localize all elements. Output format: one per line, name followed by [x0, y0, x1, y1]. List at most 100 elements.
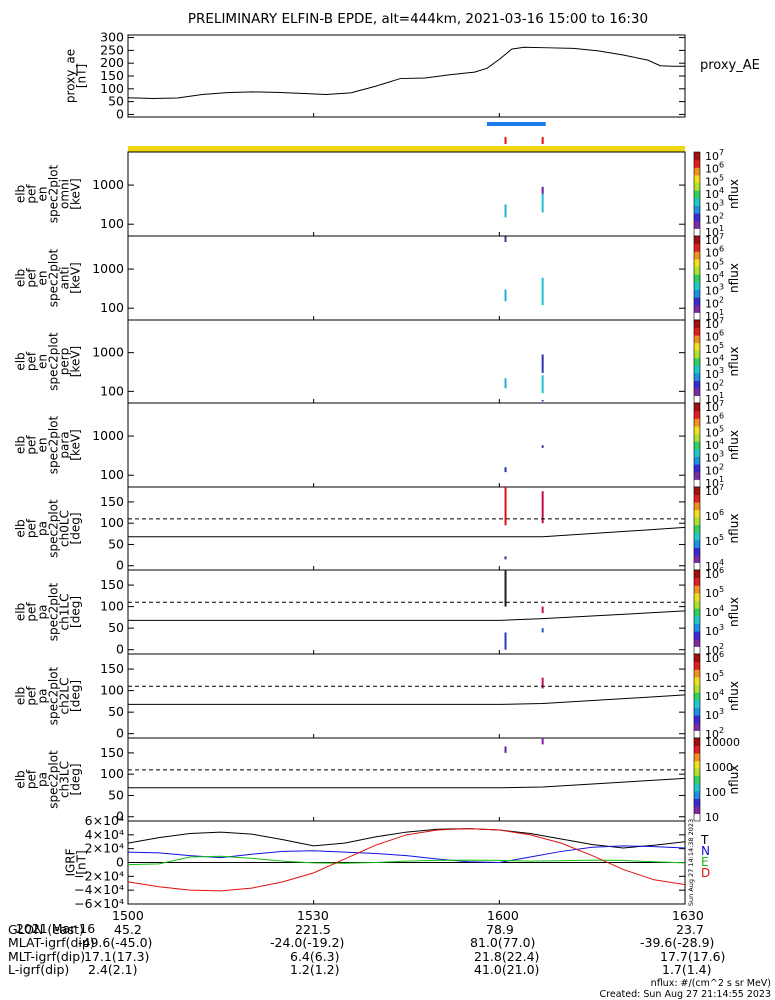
colorbar-seg-1-4	[694, 197, 700, 206]
ytick-label-3-1: 1000	[92, 345, 124, 360]
panel-elb_pef_pa_spec2plot_ch2LC: 050100150elbpefpaspec2plotch2LC[deg]1021…	[14, 650, 742, 741]
ytick-label-9-1: 4×10⁴	[85, 827, 124, 842]
colorbar-seg-2-2	[694, 297, 700, 306]
ephem-mlt-3: 17.7(17.6)	[660, 949, 726, 964]
colorbar-seg-2-5	[694, 274, 700, 283]
ephem-glon-3: 23.7	[676, 922, 704, 937]
colorbar-seg-2-4	[694, 281, 700, 290]
ephem-mlt-label: MLT-igrf(dip)	[8, 949, 86, 964]
ylabel-3-5: [keV]	[69, 346, 83, 377]
lc-solid-8	[128, 777, 686, 789]
burst-6-3	[541, 628, 544, 633]
colorbar-seg-6-1	[694, 638, 700, 647]
ylabel-5-1: pef	[25, 518, 39, 538]
colorbar-seg-1-1	[694, 220, 700, 229]
panel-frame-3	[127, 319, 686, 404]
igrf-legend-N: N	[701, 844, 710, 858]
ytick-label-7-2: 100	[100, 683, 124, 698]
ylabel-5-2: pa	[36, 521, 50, 536]
colorbar-seg-5-5	[694, 524, 700, 533]
burst-2-0	[504, 289, 507, 302]
ylabel-8-1: pef	[25, 769, 39, 789]
colorbar-seg-7-6	[694, 684, 700, 693]
panel-frame-8	[127, 737, 686, 822]
burst-5-2	[541, 491, 544, 524]
ytick-label-3-0: 100	[100, 383, 124, 398]
ylabel-7-4: ch2LC	[58, 678, 72, 715]
ylabel-5-5: [deg]	[69, 513, 83, 545]
burst-6-1	[504, 632, 507, 650]
ylabel-7-2: pa	[36, 689, 50, 704]
colorbar-seg-6-6	[694, 600, 700, 609]
ephem-l-3: 1.7(1.4)	[662, 962, 712, 977]
colorbar-seg-2-9	[694, 243, 700, 252]
ytick-label-5-0: 0	[116, 558, 124, 573]
ylabel-3-2: en	[36, 354, 50, 369]
colorbar-tick-7-3: 105	[705, 669, 724, 684]
ytick-label-9-3: 0	[116, 855, 124, 870]
colorbar-seg-8-7	[694, 760, 700, 769]
ylabel-1-2: en	[36, 187, 50, 202]
ylabel-9-0: IGRF	[64, 848, 78, 876]
ytick-label-9-5: −4×10⁴	[74, 882, 124, 897]
ytick-label-2-1: 1000	[92, 261, 124, 276]
ylabel-8-0: elb	[14, 770, 28, 788]
ephem-glon-label: GLON (east)	[8, 922, 84, 937]
nflux-units-note: nflux: #/(cm^2 s sr MeV)	[650, 978, 771, 989]
ephem-mlt-2: 21.8(22.4)	[474, 949, 540, 964]
ylabel-6-0: elb	[14, 603, 28, 621]
colorbar-seg-5-10	[694, 487, 700, 496]
colorbar-frame-8	[693, 737, 701, 822]
ephem-date-label: 2021 Mar 16	[15, 920, 96, 936]
colorbar-seg-7-1	[694, 722, 700, 731]
igrf-side-timestamp: Sun Aug 27 14:14:38 2023	[687, 819, 695, 906]
burst-4-1	[541, 445, 544, 448]
burst-3-2	[541, 375, 544, 394]
colorbar-seg-4-4	[694, 448, 700, 457]
panel-elb_pef_en_spec2plot_para: 1001000elbpefenspec2plotpara[keV]1011021…	[14, 399, 742, 490]
colorbar-seg-3-1	[694, 387, 700, 396]
ytick-label-0-1: 50	[108, 94, 124, 109]
colorbar-seg-8-1	[694, 805, 700, 814]
ephem-glon-0: 45.2	[114, 922, 142, 937]
ephem-time-1500: 1500	[112, 908, 144, 923]
ylabel-2-0: elb	[14, 269, 28, 287]
colorbar-seg-6-4	[694, 615, 700, 624]
colorbar-seg-5-4	[694, 532, 700, 541]
ylabel-7-3: spec2plot	[47, 666, 61, 725]
ylabel-6-1: pef	[25, 602, 39, 622]
colorbar-seg-2-10	[694, 236, 700, 245]
colorbar-seg-6-0	[694, 646, 700, 655]
ylabel-6-3: spec2plot	[47, 582, 61, 641]
colorbar-tick-8-2: 1000	[705, 761, 733, 774]
colorbar-seg-5-0	[694, 562, 700, 571]
ylabel-2-1: pef	[25, 268, 39, 288]
ephem-l-0: 2.4(2.1)	[88, 962, 138, 977]
colorbar-seg-7-3	[694, 707, 700, 716]
panel-elb_pef_pa_spec2plot_ch0LC: 050100150elbpefpaspec2plotch0LC[deg]1041…	[14, 483, 742, 573]
ephem-mlat-label: MLAT-igrf(dip)	[8, 935, 95, 950]
colorbar-seg-8-4	[694, 783, 700, 792]
colorbar-seg-1-6	[694, 182, 700, 191]
colorbar-seg-6-2	[694, 631, 700, 640]
ytick-label-0-3: 150	[100, 68, 124, 83]
igrf-series-N	[127, 845, 686, 864]
ytick-label-1-1: 1000	[92, 177, 124, 192]
ylabel-1-1: pef	[25, 184, 39, 204]
colorbar-seg-8-0	[694, 813, 700, 822]
ylabel-0-1: [nT]	[75, 64, 89, 88]
ylabel-4-0: elb	[14, 436, 28, 454]
igrf-legend-E: E	[701, 855, 709, 869]
panel-frame-4	[127, 402, 686, 488]
colorbar-seg-5-2	[694, 547, 700, 556]
ytick-label-7-1: 50	[108, 704, 124, 719]
ylabel-6-5: [deg]	[69, 596, 83, 628]
colorbar-seg-3-9	[694, 327, 700, 336]
colorbar-tick-5-3: 107	[705, 483, 724, 498]
igrf-series-E	[127, 855, 686, 866]
colorbar-tick-5-1: 105	[705, 533, 724, 548]
ylabel-3-1: pef	[25, 351, 39, 371]
colorbar-tick-6-4: 106	[705, 566, 724, 581]
ytick-label-9-0: 6×10⁴	[85, 813, 124, 828]
burst-2-1	[541, 277, 544, 306]
